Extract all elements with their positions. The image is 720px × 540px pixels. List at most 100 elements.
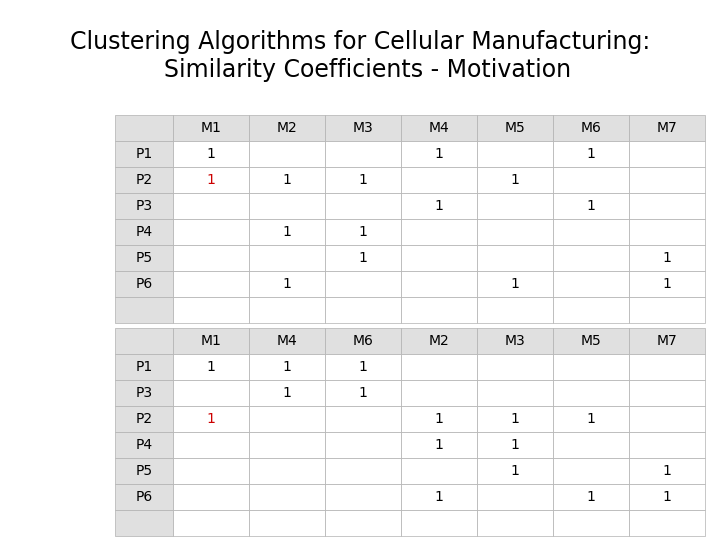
Bar xyxy=(249,354,325,380)
Text: M4: M4 xyxy=(428,121,449,135)
Bar xyxy=(553,141,629,167)
Bar xyxy=(477,115,553,141)
Bar xyxy=(629,245,705,271)
Bar xyxy=(401,484,477,510)
Bar xyxy=(249,141,325,167)
Bar xyxy=(325,380,401,406)
Bar xyxy=(173,328,249,354)
Bar xyxy=(249,297,325,323)
Bar xyxy=(115,484,173,510)
Bar xyxy=(477,167,553,193)
Bar xyxy=(401,193,477,219)
Text: 1: 1 xyxy=(510,438,519,452)
Bar xyxy=(477,458,553,484)
Bar xyxy=(249,245,325,271)
Bar xyxy=(115,328,173,354)
Bar xyxy=(325,141,401,167)
Bar xyxy=(401,167,477,193)
Bar xyxy=(249,484,325,510)
Text: 1: 1 xyxy=(207,147,215,161)
Bar xyxy=(325,328,401,354)
Text: M3: M3 xyxy=(353,121,374,135)
Bar xyxy=(553,271,629,297)
Bar xyxy=(173,406,249,432)
Text: M1: M1 xyxy=(201,121,222,135)
Bar xyxy=(553,167,629,193)
Bar xyxy=(173,219,249,245)
Bar xyxy=(173,510,249,536)
Bar xyxy=(115,458,173,484)
Bar xyxy=(325,167,401,193)
Text: P3: P3 xyxy=(135,386,153,400)
Bar xyxy=(325,297,401,323)
Bar xyxy=(477,510,553,536)
Bar xyxy=(629,219,705,245)
Bar xyxy=(115,271,173,297)
Text: M7: M7 xyxy=(657,334,678,348)
Bar xyxy=(115,141,173,167)
Bar xyxy=(477,219,553,245)
Bar xyxy=(249,510,325,536)
Bar xyxy=(629,354,705,380)
Text: 1: 1 xyxy=(510,464,519,478)
Text: M1: M1 xyxy=(201,334,222,348)
Text: M5: M5 xyxy=(505,121,526,135)
Text: 1: 1 xyxy=(282,386,292,400)
Bar xyxy=(477,432,553,458)
Text: 1: 1 xyxy=(662,277,672,291)
Bar xyxy=(325,510,401,536)
Bar xyxy=(629,432,705,458)
Text: M3: M3 xyxy=(505,334,526,348)
Bar xyxy=(477,380,553,406)
Bar xyxy=(325,245,401,271)
Bar xyxy=(629,458,705,484)
Bar xyxy=(553,219,629,245)
Text: 1: 1 xyxy=(359,225,367,239)
Bar xyxy=(115,297,173,323)
Text: 1: 1 xyxy=(435,412,444,426)
Bar xyxy=(325,115,401,141)
Text: 1: 1 xyxy=(359,251,367,265)
Text: 1: 1 xyxy=(282,277,292,291)
Bar xyxy=(401,219,477,245)
Bar xyxy=(401,271,477,297)
Bar xyxy=(249,328,325,354)
Bar xyxy=(325,219,401,245)
Bar xyxy=(629,167,705,193)
Bar xyxy=(249,271,325,297)
Bar xyxy=(553,245,629,271)
Bar xyxy=(173,458,249,484)
Text: M6: M6 xyxy=(353,334,374,348)
Bar xyxy=(173,354,249,380)
Bar xyxy=(325,271,401,297)
Bar xyxy=(553,406,629,432)
Bar xyxy=(115,167,173,193)
Text: P3: P3 xyxy=(135,199,153,213)
Text: P1: P1 xyxy=(135,360,153,374)
Bar xyxy=(401,380,477,406)
Bar xyxy=(115,245,173,271)
Text: 1: 1 xyxy=(510,173,519,187)
Bar xyxy=(249,193,325,219)
Bar xyxy=(115,406,173,432)
Text: 1: 1 xyxy=(282,225,292,239)
Text: P4: P4 xyxy=(135,438,153,452)
Bar xyxy=(173,484,249,510)
Text: 1: 1 xyxy=(662,251,672,265)
Text: P5: P5 xyxy=(135,251,153,265)
Bar xyxy=(173,167,249,193)
Text: 1: 1 xyxy=(282,173,292,187)
Bar xyxy=(477,245,553,271)
Text: M4: M4 xyxy=(276,334,297,348)
Bar xyxy=(401,297,477,323)
Text: 1: 1 xyxy=(435,147,444,161)
Bar xyxy=(115,432,173,458)
Bar xyxy=(115,115,173,141)
Text: 1: 1 xyxy=(587,199,595,213)
Bar xyxy=(401,115,477,141)
Bar xyxy=(477,271,553,297)
Bar xyxy=(115,510,173,536)
Bar xyxy=(401,245,477,271)
Bar xyxy=(477,484,553,510)
Bar xyxy=(325,432,401,458)
